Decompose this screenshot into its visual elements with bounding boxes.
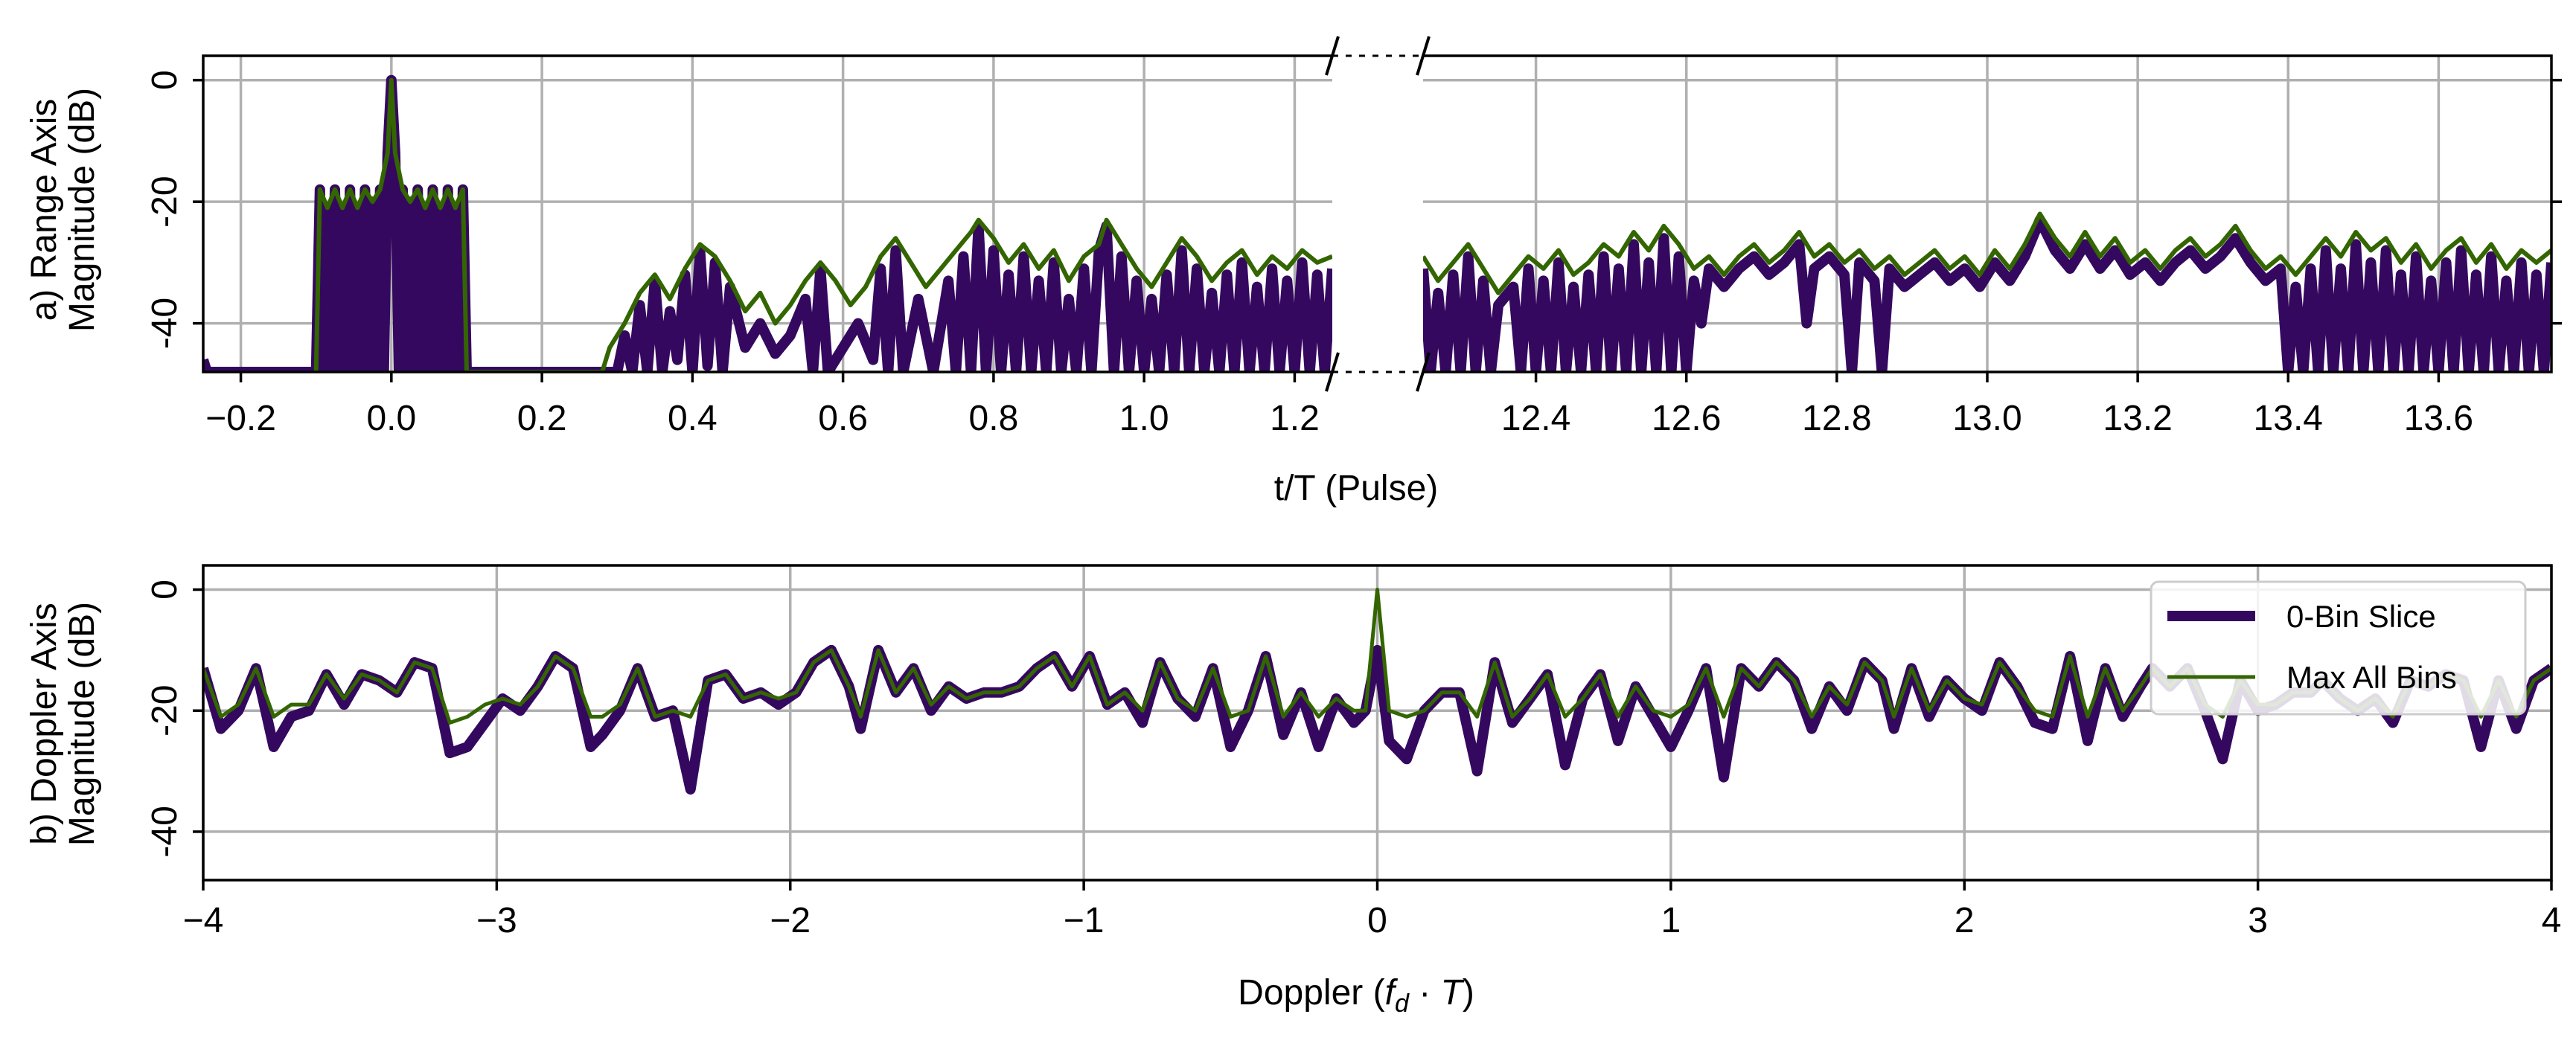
- doppler-axis-panel: −4 −3 −2 −1 0 1 2 3 4 0 -20 -40 b) Doppler Axis Mag…: [25, 564, 2561, 1018]
- doppler-axis-xtick-label: −4: [183, 901, 224, 940]
- doppler-axis-xtick-label: 1: [1661, 901, 1681, 940]
- range-axis-xtick-label: 13.0: [1952, 399, 2022, 438]
- doppler-axis-ytick-label: -40: [145, 806, 185, 857]
- range-axis-lines: [203, 74, 2551, 372]
- doppler-axis-xlabel: Doppler (fd · T): [1238, 973, 1474, 1018]
- range-axis-xtick-label: −0.2: [205, 399, 276, 438]
- range-axis-panel: −0.2 0.0 0.2 0.4 0.6 0.8 1.0 1.2 12.4 12.6 12.8 13.…: [25, 36, 2562, 508]
- range-axis-xtick-label: 13.6: [2404, 399, 2473, 438]
- doppler-axis-ticks: −4 −3 −2 −1 0 1 2 3 4 0 -20 -40: [145, 580, 2561, 940]
- axis-break-mark: [1416, 36, 1431, 76]
- range-axis-xtick-label: 0.4: [668, 399, 717, 438]
- range-axis-series-max-all-bins-seg2: [1423, 211, 2551, 295]
- range-axis-xtick-label: 12.6: [1652, 399, 1721, 438]
- range-axis-xtick-label: 0.8: [969, 399, 1019, 438]
- legend: 0-Bin Slice Max All Bins: [2150, 580, 2527, 716]
- range-axis-ylabel-line1: a) Range Axis: [25, 99, 64, 321]
- doppler-axis-xtick-label: 0: [1367, 901, 1387, 940]
- legend-label-max-all-bins: Max All Bins: [2286, 660, 2457, 695]
- range-axis-ylabel-line2: Magnitude (dB): [63, 88, 102, 332]
- range-axis-frame-left: [202, 54, 1332, 373]
- range-axis-xtick-label: 1.2: [1270, 399, 1320, 438]
- range-axis-ytick-label: -20: [145, 176, 185, 227]
- range-axis-xlabel: t/T (Pulse): [1274, 469, 1439, 508]
- range-axis-series-0-bin-slice-seg1: [203, 74, 1332, 372]
- range-axis-grid: [203, 56, 2551, 372]
- doppler-axis-xtick-label: 2: [1955, 901, 1975, 940]
- doppler-axis-xtick-label: −3: [476, 901, 517, 940]
- range-axis-series-max-all-bins-seg1: [313, 77, 1332, 372]
- range-axis-ytick-label: 0: [145, 70, 185, 90]
- axis-break-mark: [1416, 352, 1431, 392]
- legend-label-0-bin-slice: 0-Bin Slice: [2286, 599, 2436, 634]
- doppler-axis-ylabel-line1: b) Doppler Axis: [25, 603, 64, 844]
- doppler-axis-xtick-label: 3: [2248, 901, 2268, 940]
- range-axis-xtick-label: 12.4: [1501, 399, 1570, 438]
- range-axis-xtick-label: 13.2: [2103, 399, 2172, 438]
- range-axis-xtick-label: 0.0: [366, 399, 416, 438]
- range-axis-xtick-label: 1.0: [1119, 399, 1169, 438]
- range-axis-xtick-label: 12.8: [1802, 399, 1871, 438]
- range-axis-frame: [202, 36, 2553, 392]
- range-axis-series-0-bin-slice-seg2: [1423, 214, 2551, 372]
- range-axis-ytick-label: -40: [145, 298, 185, 349]
- doppler-axis-ytick-label: -20: [145, 685, 185, 737]
- doppler-axis-ylabel-line2: Magnitude (dB): [63, 602, 102, 846]
- doppler-axis-xtick-label: 4: [2542, 901, 2562, 940]
- doppler-axis-ytick-label: 0: [145, 580, 185, 600]
- range-axis-xtick-label: 0.2: [517, 399, 567, 438]
- doppler-axis-xtick-label: −1: [1064, 901, 1105, 940]
- range-axis-xtick-label: 0.6: [818, 399, 868, 438]
- range-axis-xtick-label: 13.4: [2254, 399, 2323, 438]
- doppler-axis-xtick-label: −2: [770, 901, 811, 940]
- range-axis-ticks: −0.2 0.0 0.2 0.4 0.6 0.8 1.0 1.2 12.4 12.6 12.8 13.…: [145, 70, 2562, 438]
